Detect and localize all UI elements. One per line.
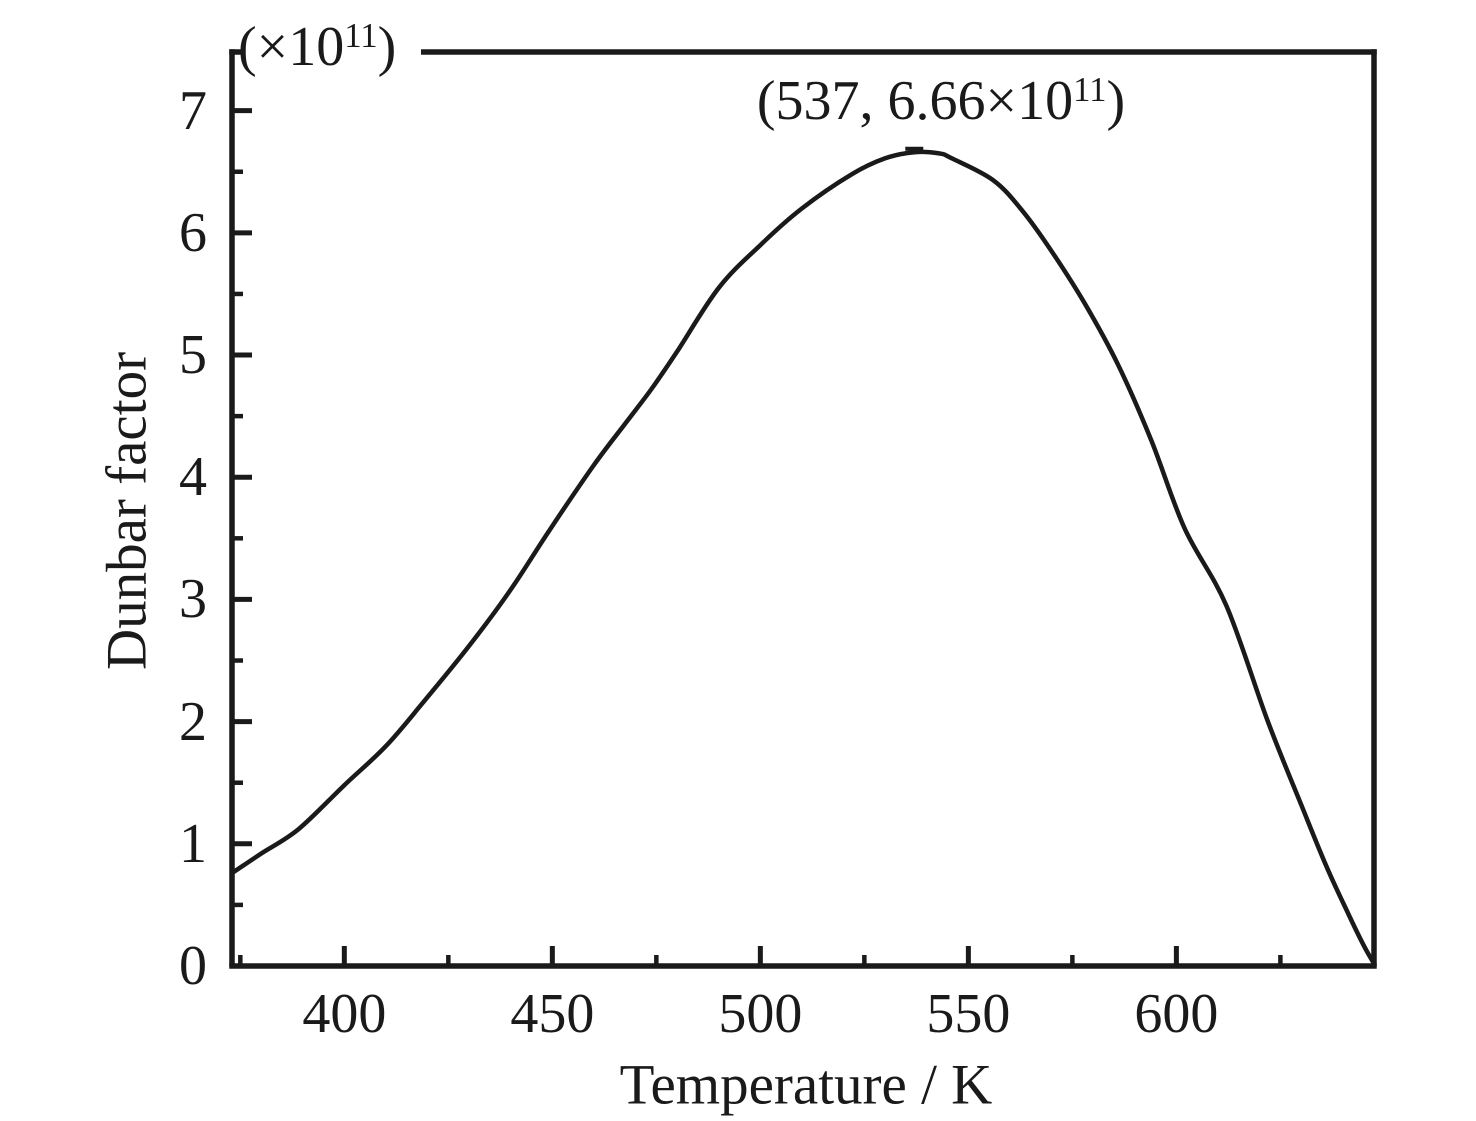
- peak-annotation: (537, 6.66×1011): [756, 69, 1126, 132]
- y-tick-label: 7: [179, 79, 207, 142]
- y-tick-label: 6: [179, 201, 207, 264]
- y-tick-label: 5: [179, 324, 207, 387]
- y-tick-label: 1: [179, 812, 207, 875]
- peak-annotation-exponent: 11: [1073, 69, 1107, 109]
- x-tick-label: 400: [302, 983, 387, 1045]
- y-axis-unit-prefix: (×10: [238, 15, 345, 78]
- y-axis-unit-suffix: ): [377, 15, 397, 78]
- y-tick-label: 2: [179, 690, 207, 753]
- y-axis-ticks: [232, 108, 252, 908]
- x-tick-label: 500: [718, 983, 803, 1045]
- x-axis-title: Temperature / K: [619, 1053, 993, 1117]
- x-tick-label: 450: [510, 983, 595, 1045]
- x-axis-ticks: [238, 946, 1283, 966]
- y-axis-unit-exponent: 11: [344, 15, 378, 55]
- plot-frame: [229, 49, 1377, 969]
- y-tick-label: 3: [179, 568, 207, 631]
- x-tick-label: 550: [926, 983, 1011, 1045]
- y-axis-unit-label: (×1011): [238, 15, 397, 78]
- x-tick-label: 600: [1134, 983, 1219, 1045]
- y-tick-label: 4: [179, 446, 207, 509]
- peak-annotation-prefix: (537, 6.66×10: [756, 70, 1074, 132]
- peak-annotation-suffix: ): [1106, 70, 1126, 132]
- data-curve: [229, 149, 1377, 966]
- y-tick-label: 0: [179, 935, 207, 997]
